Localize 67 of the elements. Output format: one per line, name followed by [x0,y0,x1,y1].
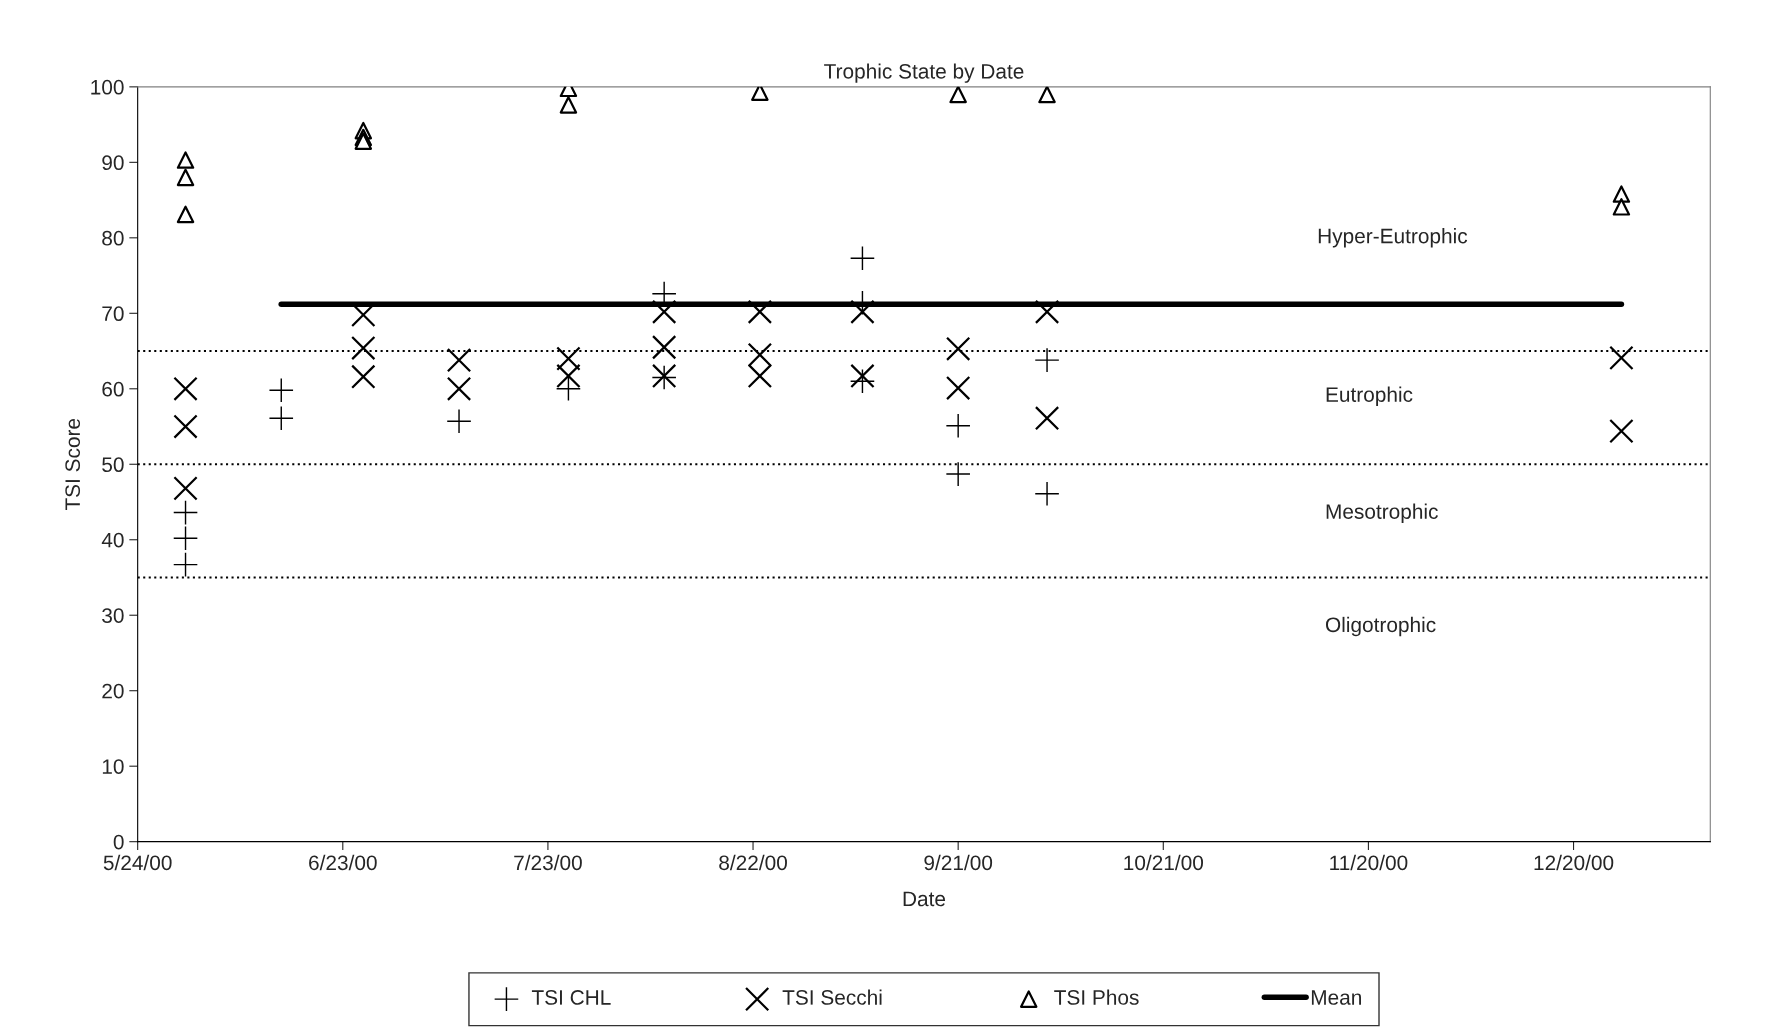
point [1609,418,1634,444]
legend-label: TSI Secchi [782,989,882,1005]
point [556,346,581,371]
x-tick-label: 6/23/00 [309,854,377,871]
point [747,299,773,325]
y-tick-label: 10 [102,759,124,774]
point [945,336,971,361]
point [447,409,471,434]
point [351,335,376,361]
annotation: Mesotrophic [1326,503,1438,524]
point [946,462,970,486]
point [173,476,198,501]
point [651,299,677,325]
y-tick-label: 80 [102,230,124,246]
point [1038,86,1056,104]
point [1609,345,1634,371]
point [556,363,581,389]
x-tick-label: 10/21/00 [1124,854,1204,871]
chart-title: Trophic State by Date [824,63,1024,83]
point [946,413,970,438]
point [751,86,769,101]
point [747,363,773,389]
point [949,86,967,104]
point [173,414,198,439]
annotation: Oligotrophic [1325,616,1436,637]
point [446,376,472,401]
point [850,246,875,271]
y-axis-title: TSI Score [65,418,81,511]
x-tick-label: 5/24/00 [103,854,172,871]
point [850,299,875,325]
point [1035,348,1059,372]
point [176,168,195,187]
point [176,205,195,224]
point [354,132,373,150]
x-tick-label: 9/21/00 [924,854,993,871]
y-tick-label: 100 [91,79,124,95]
x-tick-label: 7/23/00 [514,854,582,871]
x-tick-label: 8/22/00 [719,854,787,871]
legend-label: TSI CHL [531,990,611,1005]
y-tick-label: 30 [102,608,124,623]
y-tick-label: 0 [113,834,124,850]
point [651,335,677,360]
y-tick-label: 50 [102,457,124,473]
legend-label: Mean [1311,990,1361,1005]
legend-label: TSI Phos [1054,989,1139,1005]
x-tick-label: 11/20/00 [1330,854,1408,871]
point [850,363,875,389]
annotation: Hyper-Eutrophic [1318,228,1468,248]
point [945,375,971,401]
y-tick-label: 40 [101,532,124,548]
y-tick-label: 90 [102,155,124,171]
y-tick-label: 60 [102,381,124,397]
y-tick-label: 20 [102,683,124,699]
point [1034,406,1060,431]
y-tick-label: 70 [102,306,124,322]
point [173,376,198,401]
point [1612,198,1631,216]
annotation: Eutrophic [1326,386,1413,407]
point [1035,481,1059,506]
point [446,347,472,373]
point [1034,299,1060,325]
x-axis-title: Date [903,891,946,907]
point [351,364,376,389]
point [559,96,578,114]
point [176,151,195,169]
point [747,342,773,368]
x-tick-label: 12/20/00 [1534,854,1614,871]
